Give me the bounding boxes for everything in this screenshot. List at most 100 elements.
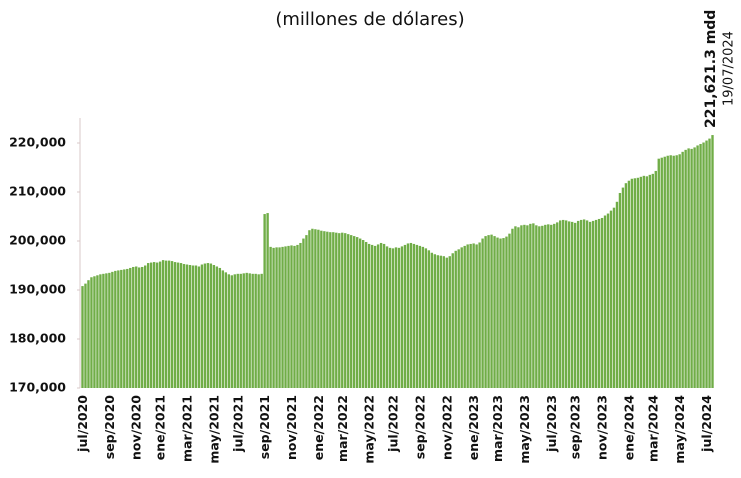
bar	[135, 266, 138, 388]
bar	[391, 248, 395, 388]
bar	[370, 244, 374, 388]
bar	[373, 245, 377, 388]
bar	[538, 226, 541, 388]
bar	[338, 233, 341, 388]
bar	[442, 256, 445, 388]
bar	[636, 177, 640, 388]
bar	[532, 223, 535, 388]
bar	[167, 260, 171, 388]
bar	[257, 274, 260, 388]
bar	[308, 230, 311, 388]
bar	[639, 176, 643, 388]
bar	[702, 142, 705, 388]
bar	[490, 234, 493, 388]
x-tick-label: jul/2022	[386, 395, 401, 453]
bar	[481, 238, 484, 388]
bar	[155, 262, 159, 388]
bar	[248, 273, 251, 388]
x-tick-label: sep/2023	[568, 395, 583, 459]
bar	[666, 155, 669, 388]
bar	[562, 219, 565, 388]
bar	[90, 277, 93, 388]
bar	[657, 158, 660, 388]
bar	[182, 264, 186, 388]
bar	[550, 224, 553, 388]
bar	[463, 245, 466, 388]
bar	[236, 273, 239, 388]
bar	[323, 231, 326, 388]
bar	[251, 273, 254, 388]
y-tick-label: 200,000	[9, 233, 66, 248]
bar	[394, 247, 398, 388]
bar	[624, 183, 628, 388]
bar	[594, 219, 598, 388]
bar	[117, 270, 120, 388]
x-tick-label: nov/2022	[439, 395, 454, 460]
bar	[361, 240, 365, 388]
x-tick-label: mar/2021	[179, 395, 194, 462]
bar	[206, 263, 210, 388]
bar	[511, 228, 514, 388]
bar	[669, 155, 672, 388]
bar	[123, 269, 126, 388]
bar	[376, 244, 380, 388]
bar	[544, 224, 547, 388]
x-tick-label: may/2023	[517, 395, 532, 464]
bar	[600, 217, 604, 388]
bar	[609, 210, 613, 388]
bar	[711, 135, 714, 388]
bar	[358, 238, 362, 388]
x-tick-label: may/2021	[206, 395, 221, 464]
bar	[582, 219, 586, 388]
bar	[672, 155, 675, 388]
bar	[612, 207, 616, 388]
bar	[164, 260, 168, 388]
bar	[227, 274, 230, 388]
bar	[439, 255, 442, 388]
bar	[302, 238, 305, 388]
x-tick-label: jul/2024	[699, 395, 714, 453]
y-tick-label: 220,000	[9, 135, 66, 150]
bar	[293, 245, 296, 388]
bar	[565, 220, 568, 388]
x-tick-label: may/2022	[362, 395, 377, 464]
bar	[627, 180, 631, 388]
bar	[161, 260, 165, 388]
bar	[588, 221, 592, 388]
bar	[269, 246, 272, 388]
bar	[681, 151, 684, 388]
bar	[699, 143, 702, 388]
bar	[535, 225, 538, 388]
bar	[487, 235, 490, 388]
bar	[364, 241, 368, 388]
bar	[651, 173, 654, 388]
bar	[505, 236, 508, 388]
bar	[415, 244, 419, 388]
x-tick-label: nov/2023	[595, 395, 610, 460]
bar	[424, 248, 428, 388]
bar	[158, 261, 162, 388]
date-annotation: 19/07/2024	[722, 31, 737, 106]
bar	[621, 187, 625, 388]
bar	[230, 275, 233, 388]
bar	[245, 272, 248, 388]
bar	[663, 156, 666, 388]
bar	[687, 148, 690, 388]
bar	[173, 262, 177, 388]
bar	[529, 223, 532, 388]
bar	[176, 262, 180, 388]
y-tick-label: 180,000	[9, 331, 66, 346]
bar	[84, 283, 87, 388]
bar	[254, 273, 257, 388]
bar	[278, 247, 281, 388]
bar	[224, 272, 228, 388]
bar	[406, 243, 410, 388]
x-tick-label: jul/2020	[75, 395, 90, 453]
x-tick-label: sep/2021	[257, 395, 272, 459]
bar	[141, 266, 144, 388]
bar	[344, 233, 347, 388]
bar	[499, 238, 502, 388]
x-tick-label: mar/2024	[645, 395, 660, 462]
bar	[287, 245, 290, 388]
